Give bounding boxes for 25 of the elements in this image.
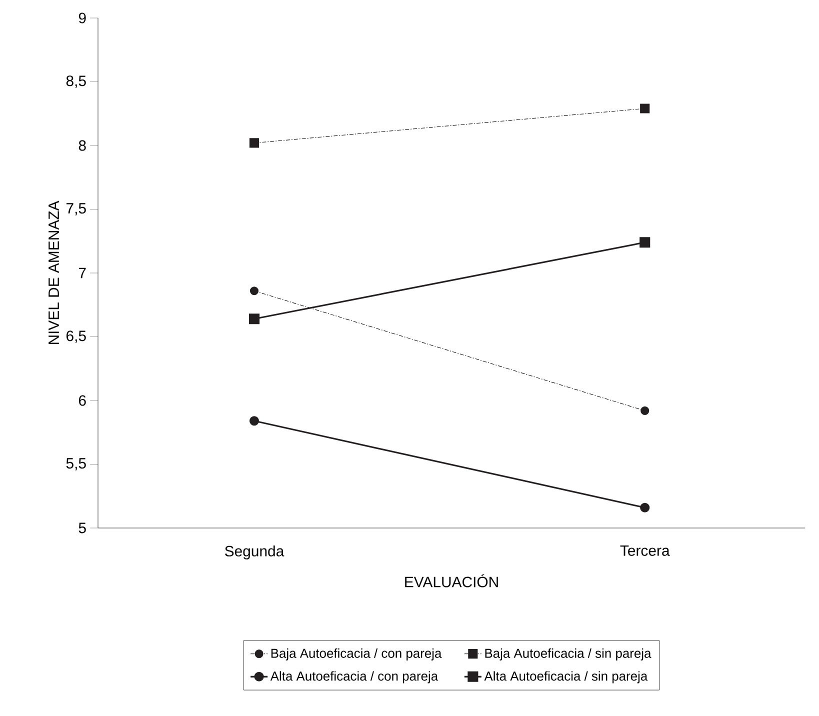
y-tick-label: 6 [78, 395, 86, 406]
point [249, 416, 260, 426]
x-tick-label: Tercera [620, 545, 670, 556]
x-tick-label: Segunda [225, 545, 284, 560]
point [250, 286, 259, 296]
x-axis-title: EVALUACIÓN [405, 574, 498, 588]
y-axis-title: NIVEL DE AMENAZA [48, 200, 59, 344]
y-tick-label: 9 [78, 12, 86, 24]
point [640, 237, 650, 248]
legend-label: Alta Autoeficacia / sin pareja [484, 671, 648, 684]
y-tick-label: 7 [78, 268, 86, 278]
point [640, 104, 650, 114]
y-tick-label: 8,5 [66, 76, 86, 88]
legend-label: Alta Autoeficacia / con pareja [270, 671, 438, 684]
y-tick-label: 8 [78, 140, 86, 151]
point [248, 314, 260, 324]
legend-label: Baja Autoeficacia / con pareja [271, 648, 442, 660]
y-tick-label: 6,5 [66, 330, 86, 343]
point [640, 406, 650, 415]
y-tick-label: 5 [78, 522, 86, 534]
point [249, 138, 260, 148]
y-tick-label: 7,5 [66, 203, 86, 216]
point [640, 502, 650, 512]
y-tick-label: 5,5 [66, 458, 86, 470]
legend-label: Baja Autoeficacia / sin pareja [485, 648, 652, 660]
